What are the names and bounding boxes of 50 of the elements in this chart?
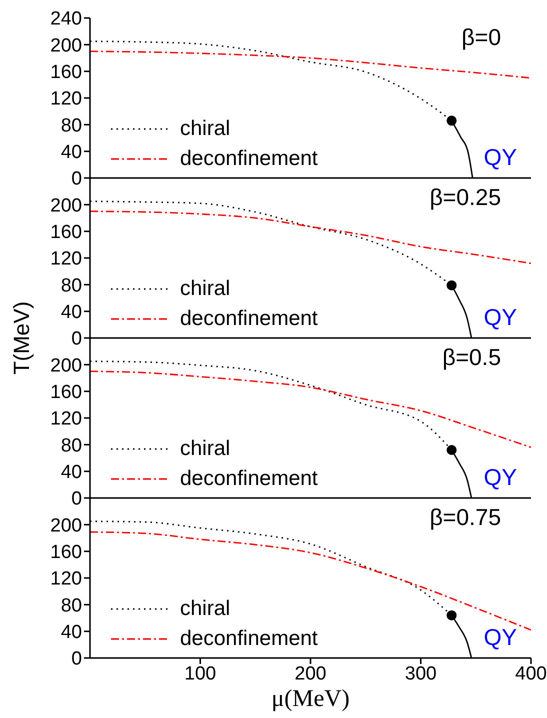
chart-title: β=0.25	[430, 184, 501, 211]
annotation: QY	[484, 624, 517, 651]
annotation: QY	[484, 304, 517, 331]
y-tick-label: 160	[50, 542, 82, 564]
line-series	[90, 210, 531, 264]
annotation: QY	[484, 464, 517, 491]
y-tick-label: 200	[50, 355, 82, 376]
legend-label: chiral	[180, 277, 230, 301]
y-tick-label: 120	[50, 248, 82, 270]
chart-title: β=0.75	[430, 504, 501, 531]
y-tick-label: 240	[50, 8, 82, 30]
y-tick-label: 160	[50, 222, 82, 244]
x-tick-label: 200	[294, 663, 326, 684]
legend-label: deconfinement	[180, 147, 318, 171]
y-tick-label: 120	[50, 568, 82, 590]
y-tick-label: 80	[60, 595, 82, 616]
y-tick-label: 200	[50, 515, 82, 536]
y-tick-label: 200	[50, 195, 82, 216]
legend-label: deconfinement	[180, 307, 318, 331]
y-tick-label: 40	[60, 622, 82, 644]
legend-label: chiral	[180, 117, 230, 141]
y-tick-label: 0	[71, 168, 82, 190]
legend-label: deconfinement	[180, 467, 318, 491]
y-tick-label: 80	[60, 115, 82, 136]
y-axis-title: T(MeV)	[9, 301, 35, 375]
legend-label: chiral	[180, 597, 230, 621]
y-tick-label: 200	[50, 35, 82, 56]
x-tick-label: 100	[184, 663, 216, 684]
y-tick-label: 120	[50, 88, 82, 110]
y-tick-label: 120	[50, 408, 82, 430]
y-tick-label: 160	[50, 62, 82, 84]
y-tick-label: 0	[71, 648, 82, 670]
y-tick-label: 40	[60, 142, 82, 164]
x-tick-label: 400	[515, 663, 547, 684]
y-tick-label: 40	[60, 302, 82, 324]
y-tick-label: 0	[71, 488, 82, 510]
y-tick-label: 80	[60, 435, 82, 456]
y-tick-label: 160	[50, 382, 82, 404]
chart-title: β=0	[462, 24, 501, 51]
line-series	[90, 50, 531, 79]
line-series	[90, 531, 531, 631]
x-tick-label: 300	[404, 663, 437, 684]
legend-label: chiral	[180, 437, 230, 461]
x-axis-title: μ(MeV)	[271, 686, 350, 712]
y-tick-label: 40	[60, 462, 82, 484]
annotation: QY	[484, 144, 517, 171]
legend-label: deconfinement	[180, 627, 318, 651]
chart-title: β=0.5	[442, 344, 501, 371]
y-tick-label: 0	[71, 328, 82, 350]
y-tick-label: 80	[60, 275, 82, 296]
